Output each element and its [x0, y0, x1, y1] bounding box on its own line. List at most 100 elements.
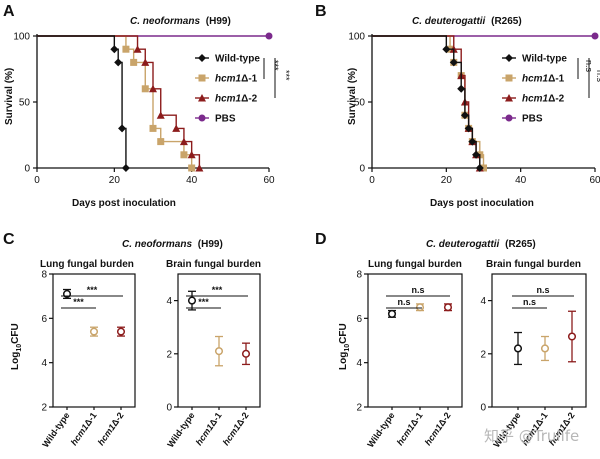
y-tick-label-c-lung: 4	[41, 358, 47, 369]
data-point-b-wildtype	[464, 124, 473, 133]
data-point-b-wildtype	[460, 111, 469, 120]
data-point-a-hcm1_1	[180, 151, 188, 159]
x-tick-label-c-lung: Wild-type	[40, 410, 71, 449]
data-point-c-lung	[116, 327, 126, 336]
data-point-a-pbs	[265, 32, 273, 40]
data-point-b-pbs	[591, 32, 599, 40]
x-tick-label-d-lung: hcm1Δ-1	[395, 410, 425, 447]
data-point-d-lung	[443, 303, 453, 312]
legend-label-b: Wild-type	[522, 54, 567, 65]
data-point-a-hcm1_2	[141, 58, 150, 66]
legend-label-b: hcm1Δ-2	[522, 94, 565, 105]
ylabel-c: Log10CFU	[10, 323, 23, 370]
comparison-label-d-lung: n.s	[411, 285, 424, 295]
data-point-b-wildtype	[472, 150, 481, 159]
title-b-suffix: (R265)	[491, 16, 522, 27]
legend-label-a: hcm1Δ-1	[215, 74, 258, 85]
data-point-a-hcm1_2	[195, 164, 204, 172]
data-point-a-hcm1_2	[187, 150, 196, 159]
data-point-a-hcm1_2	[156, 111, 165, 119]
data-point-b-wildtype	[457, 84, 466, 93]
y-tick-label-c-brain: 4	[166, 296, 172, 307]
data-point-a-wildtype	[118, 124, 127, 133]
comparison-label-c-brain: ***	[212, 285, 223, 295]
comparison-label-d-brain: n.s	[523, 297, 536, 307]
comparison-label-d-lung: n.s	[397, 297, 410, 307]
data-point-a-hcm1_2	[133, 45, 142, 53]
y-tick-label-d-brain: 0	[480, 403, 486, 414]
xlabel-b: Days post inoculation	[430, 198, 534, 209]
x-tick-label-d-lung: Wild-type	[365, 410, 396, 449]
y-tick-label-c-lung: 6	[41, 314, 47, 325]
x-tick-label-c-lung: hcm1Δ-2	[96, 410, 126, 447]
series-line-a-wildtype	[37, 35, 127, 168]
data-point-d-lung	[415, 303, 425, 312]
x-tick-label-b: 60	[589, 175, 600, 186]
legend-marker-b	[505, 94, 513, 102]
x-tick-label-b: 20	[441, 175, 453, 186]
y-tick-label-a: 100	[13, 32, 30, 43]
data-point-d-lung	[387, 309, 397, 318]
data-point-d-brain	[540, 344, 550, 353]
ylabel-a: Survival (%)	[4, 68, 15, 125]
x-tick-label-b: 40	[515, 175, 527, 186]
data-point-a-hcm1_2	[179, 137, 188, 146]
data-point-a-hcm1_1	[157, 138, 165, 146]
subtitle-d-brain: Brain fungal burden	[486, 259, 581, 270]
data-point-b-wildtype	[468, 137, 477, 146]
comparison-label-c-lung: ***	[87, 285, 98, 295]
y-tick-label-b: 50	[354, 98, 366, 109]
y-tick-label-b: 0	[359, 164, 365, 175]
legend-marker-b	[505, 74, 513, 82]
legend-label-b: PBS	[522, 114, 543, 125]
comparison-label-c-lung: ***	[73, 297, 84, 307]
data-point-b-wildtype	[449, 58, 458, 67]
data-point-b-wildtype	[442, 45, 451, 54]
legend-label-b: hcm1Δ-1	[522, 74, 565, 85]
legend-marker-a	[198, 114, 206, 122]
svg-text:C. deuterogattii (R265): C. deuterogattii (R265)	[412, 16, 522, 27]
sig-label-b: n.s	[584, 60, 594, 73]
data-point-a-wildtype	[114, 58, 123, 67]
y-tick-label-c-brain: 0	[166, 403, 172, 414]
x-tick-label-a: 60	[263, 175, 275, 186]
ylabel-d: Log10CFU	[338, 323, 351, 370]
legend-marker-b	[505, 114, 513, 122]
y-tick-label-a: 0	[24, 164, 30, 175]
svg-text:C. neoformans (H99): C. neoformans (H99)	[130, 16, 231, 27]
panel-label-b: B	[315, 3, 327, 20]
subtitle-c-lung: Lung fungal burden	[40, 259, 134, 270]
data-point-c-lung	[89, 327, 99, 336]
data-point-c-brain	[241, 349, 251, 358]
y-tick-label-d-lung: 8	[356, 270, 362, 281]
x-tick-label-c-lung: hcm1Δ-1	[69, 410, 99, 447]
x-tick-label-a: 20	[109, 175, 121, 186]
title-d: C. deuterogattii	[426, 239, 500, 250]
watermark: 知乎 @Trulife	[484, 427, 579, 445]
ylabel-b: Survival (%)	[347, 68, 358, 125]
data-point-a-wildtype	[121, 164, 130, 172]
data-point-d-brain	[513, 344, 523, 353]
sig-label-a: ***	[270, 60, 280, 71]
data-point-a-hcm1_2	[172, 124, 181, 132]
subtitle-d-lung: Lung fungal burden	[368, 259, 462, 270]
x-tick-label-c-brain: hcm1Δ-2	[221, 410, 251, 447]
data-point-c-brain	[214, 347, 224, 356]
y-tick-label-c-brain: 2	[166, 349, 172, 360]
data-point-c-brain	[187, 296, 197, 305]
plot-frame-d-brain	[491, 273, 587, 408]
legend-marker-b	[505, 54, 513, 62]
x-tick-label-a: 0	[34, 175, 40, 186]
plot-frame-d-lung	[367, 273, 463, 408]
title-b: C. deuterogattii	[412, 16, 486, 27]
y-tick-label-b: 100	[348, 32, 365, 43]
data-point-b-wildtype	[475, 164, 484, 172]
data-point-a-hcm1_1	[141, 85, 149, 93]
x-tick-label-b: 0	[369, 175, 375, 186]
title-c-suffix: (H99)	[198, 239, 223, 250]
data-point-a-hcm1_1	[130, 58, 138, 66]
title-a: C. neoformans	[130, 16, 200, 27]
title-d-suffix: (R265)	[505, 239, 536, 250]
data-point-a-hcm1_1	[149, 124, 157, 132]
title-c: C. neoformans	[122, 239, 192, 250]
